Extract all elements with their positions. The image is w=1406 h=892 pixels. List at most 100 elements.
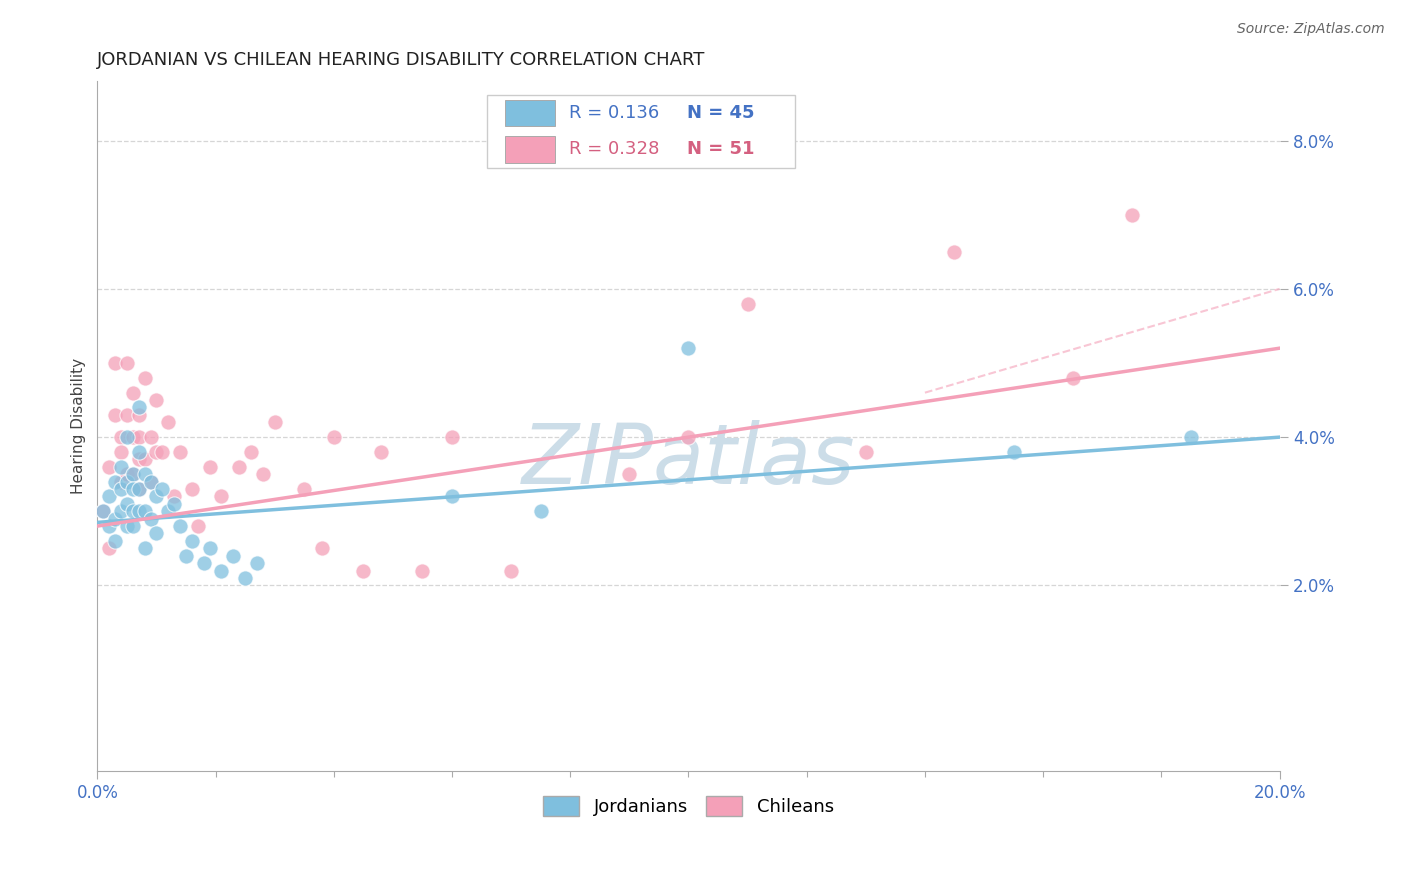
Point — [128, 504, 150, 518]
Point — [134, 504, 156, 518]
Point — [263, 415, 285, 429]
Point — [110, 475, 132, 489]
Point — [737, 296, 759, 310]
Text: Source: ZipAtlas.com: Source: ZipAtlas.com — [1237, 22, 1385, 37]
Point — [121, 482, 143, 496]
Point — [104, 511, 127, 525]
Point — [104, 475, 127, 489]
Point — [157, 504, 180, 518]
Point — [440, 430, 463, 444]
Point — [1180, 430, 1202, 444]
Point — [169, 519, 191, 533]
Point — [139, 475, 162, 489]
Point — [193, 556, 215, 570]
Point — [91, 504, 114, 518]
Point — [145, 445, 167, 459]
FancyBboxPatch shape — [488, 95, 794, 168]
Point — [169, 445, 191, 459]
Point — [411, 564, 433, 578]
Point — [121, 467, 143, 482]
Text: N = 51: N = 51 — [688, 140, 755, 159]
Y-axis label: Hearing Disability: Hearing Disability — [72, 358, 86, 494]
Point — [115, 356, 138, 370]
Point — [855, 445, 877, 459]
Text: R = 0.136: R = 0.136 — [569, 104, 659, 122]
Point — [252, 467, 274, 482]
Point — [311, 541, 333, 556]
Point — [115, 475, 138, 489]
Point — [134, 371, 156, 385]
Point — [233, 571, 256, 585]
Point — [198, 541, 221, 556]
Point — [134, 452, 156, 467]
Point — [187, 519, 209, 533]
Point — [139, 430, 162, 444]
Point — [292, 482, 315, 496]
Point — [198, 459, 221, 474]
Point — [145, 393, 167, 408]
Point — [104, 408, 127, 422]
Point — [134, 541, 156, 556]
Text: JORDANIAN VS CHILEAN HEARING DISABILITY CORRELATION CHART: JORDANIAN VS CHILEAN HEARING DISABILITY … — [97, 51, 706, 69]
Point — [98, 519, 121, 533]
Point — [115, 467, 138, 482]
Point — [121, 467, 143, 482]
Point — [530, 504, 553, 518]
Point — [352, 564, 374, 578]
Point — [98, 459, 121, 474]
FancyBboxPatch shape — [505, 136, 555, 162]
Point — [98, 490, 121, 504]
Point — [1062, 371, 1084, 385]
Point — [128, 482, 150, 496]
Point — [322, 430, 344, 444]
Point — [222, 549, 245, 563]
Point — [240, 445, 263, 459]
Point — [98, 541, 121, 556]
Point — [110, 482, 132, 496]
Point — [134, 467, 156, 482]
Legend: Jordanians, Chileans: Jordanians, Chileans — [536, 789, 841, 823]
Point — [1002, 445, 1025, 459]
Point — [145, 526, 167, 541]
Text: ZIPatlas: ZIPatlas — [522, 420, 855, 501]
Point — [370, 445, 392, 459]
Point — [139, 511, 162, 525]
Point — [163, 497, 186, 511]
Point — [501, 564, 523, 578]
Point — [619, 467, 641, 482]
Point — [128, 452, 150, 467]
Point — [115, 519, 138, 533]
Point — [110, 430, 132, 444]
Point — [139, 475, 162, 489]
Point — [246, 556, 269, 570]
Point — [110, 445, 132, 459]
Point — [174, 549, 197, 563]
Point — [128, 401, 150, 415]
Point — [104, 533, 127, 548]
Point — [115, 408, 138, 422]
Point — [211, 490, 233, 504]
Point — [128, 408, 150, 422]
Point — [228, 459, 250, 474]
Text: R = 0.328: R = 0.328 — [569, 140, 659, 159]
Point — [943, 244, 966, 259]
Point — [181, 482, 204, 496]
Point — [128, 445, 150, 459]
Point — [115, 430, 138, 444]
Point — [181, 533, 204, 548]
Point — [110, 459, 132, 474]
Point — [678, 341, 700, 355]
Point — [121, 385, 143, 400]
Point — [91, 504, 114, 518]
Point — [150, 445, 173, 459]
Point — [440, 490, 463, 504]
Point — [157, 415, 180, 429]
Point — [145, 490, 167, 504]
Point — [128, 430, 150, 444]
Point — [110, 504, 132, 518]
Point — [121, 430, 143, 444]
Point — [678, 430, 700, 444]
FancyBboxPatch shape — [505, 100, 555, 127]
Point — [163, 490, 186, 504]
Point — [211, 564, 233, 578]
